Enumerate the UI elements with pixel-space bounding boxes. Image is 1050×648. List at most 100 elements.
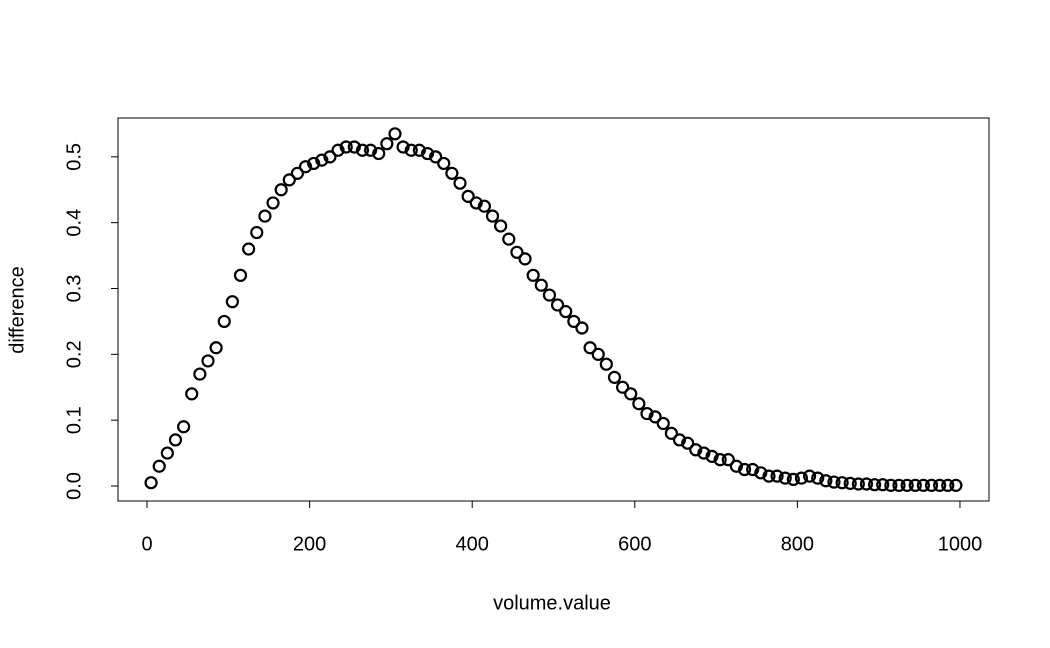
point <box>599 357 613 371</box>
point <box>177 420 191 434</box>
point <box>746 462 760 477</box>
point <box>908 478 922 492</box>
point <box>453 176 467 190</box>
point <box>941 478 955 492</box>
y-tick-label: 0.1 <box>63 406 85 434</box>
point <box>843 476 857 490</box>
point <box>258 209 272 223</box>
point <box>526 268 540 282</box>
point <box>705 449 719 463</box>
point <box>697 446 711 460</box>
point <box>559 304 573 319</box>
y-axis-title: difference <box>6 266 28 353</box>
point <box>656 416 670 431</box>
point <box>794 471 809 485</box>
point <box>648 410 662 424</box>
point <box>420 146 435 161</box>
point <box>510 245 524 259</box>
point <box>819 474 833 488</box>
point <box>933 478 947 492</box>
x-tick-label: 600 <box>618 533 651 555</box>
point <box>811 471 825 485</box>
point <box>778 471 792 485</box>
point <box>624 387 638 401</box>
x-axis-title: volume.value <box>493 592 611 614</box>
point <box>851 477 865 491</box>
point <box>518 252 532 266</box>
point <box>298 160 313 174</box>
y-tick-label: 0.4 <box>63 209 85 237</box>
point <box>949 478 963 492</box>
point <box>868 478 882 492</box>
point <box>859 477 874 491</box>
point <box>331 143 345 157</box>
point <box>363 143 378 157</box>
point <box>672 433 687 447</box>
point <box>168 433 183 447</box>
point <box>632 397 646 411</box>
point <box>282 173 296 187</box>
point <box>689 443 703 457</box>
point <box>160 446 174 460</box>
point <box>616 380 630 394</box>
x-tick-label: 1000 <box>938 533 983 555</box>
point <box>266 196 280 210</box>
point <box>583 341 597 355</box>
point <box>827 475 841 489</box>
point <box>567 314 581 329</box>
y-tick-label: 0.3 <box>63 275 85 303</box>
x-tick-label: 400 <box>456 533 489 555</box>
point <box>575 321 589 335</box>
point <box>355 143 370 157</box>
point <box>591 347 605 361</box>
point <box>534 278 548 292</box>
point <box>737 462 752 477</box>
point <box>290 166 305 180</box>
point <box>754 466 768 480</box>
point <box>713 453 727 467</box>
x-tick-label: 200 <box>293 533 326 555</box>
point <box>884 478 898 492</box>
point <box>233 268 248 282</box>
point <box>770 469 784 483</box>
point <box>404 143 418 157</box>
point <box>242 242 256 256</box>
point <box>152 459 166 473</box>
point <box>144 476 158 490</box>
point <box>347 140 361 154</box>
point <box>900 478 914 492</box>
point <box>445 166 459 180</box>
point <box>477 199 491 213</box>
point <box>429 150 443 164</box>
point <box>721 453 735 467</box>
point <box>494 219 508 233</box>
point <box>892 478 906 492</box>
point <box>607 370 622 384</box>
y-tick-label: 0.2 <box>63 340 85 368</box>
x-tick-label: 800 <box>781 533 814 555</box>
point <box>916 478 930 492</box>
point <box>209 341 223 355</box>
point <box>372 146 386 161</box>
point <box>201 354 215 368</box>
point <box>550 298 565 312</box>
y-tick-label: 0.5 <box>63 143 85 171</box>
point <box>217 314 231 329</box>
point <box>437 156 451 171</box>
point <box>307 156 321 171</box>
x-tick-label: 0 <box>141 533 152 555</box>
point <box>193 367 207 381</box>
point <box>502 232 516 246</box>
point <box>640 406 654 421</box>
point <box>485 209 500 223</box>
y-tick-label: 0.0 <box>63 472 85 500</box>
point <box>664 426 678 440</box>
point <box>876 478 890 492</box>
point <box>396 140 410 154</box>
point <box>461 189 475 203</box>
point <box>225 295 239 309</box>
point <box>315 153 329 167</box>
point <box>469 196 483 210</box>
point <box>185 387 199 401</box>
